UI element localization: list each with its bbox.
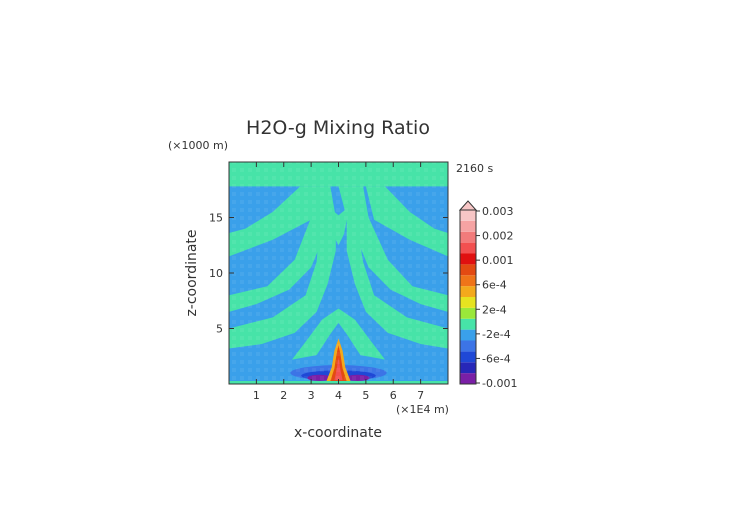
colorbar-segment: [460, 340, 476, 352]
colorbar-segment: [460, 362, 476, 374]
colorbar-segment: [460, 286, 476, 297]
colorbar-label: -0.001: [482, 377, 517, 390]
colorbar-segment: [460, 220, 476, 232]
chart-title: H2O-g Mixing Ratio: [246, 117, 430, 139]
colorbar-label: 0.002: [482, 230, 514, 243]
time-label: 2160 s: [456, 162, 493, 175]
colorbar-segment: [460, 231, 476, 243]
colorbar-extend-arrow: [458, 200, 478, 211]
x-axis-label: x-coordinate: [294, 425, 382, 441]
x-tick-label: 1: [253, 389, 260, 402]
colorbar-label: 0.001: [482, 254, 514, 267]
colorbar-label: -6e-4: [482, 352, 511, 365]
y-tick-label: 5: [216, 323, 223, 336]
y-tick-label: 10: [209, 267, 223, 280]
y-axis-label: z-coordinate: [184, 229, 200, 316]
colorbar-segment: [460, 373, 476, 384]
x-tick-label: 4: [335, 389, 342, 402]
colorbar-frame: [459, 209, 477, 385]
colorbar-segment: [460, 307, 476, 319]
x-tick-label: 5: [362, 389, 369, 402]
grid-texture: [229, 162, 448, 384]
x-tick-label: 2: [280, 389, 287, 402]
y-scale-label: (×1000 m): [168, 139, 228, 152]
colorbar-segment: [460, 253, 476, 265]
colorbar-label: 2e-4: [482, 303, 507, 316]
x-tick-label: 6: [390, 389, 397, 402]
colorbar: 0.003 0.002 0.001 6e-4 2e-4 -2e-4 -6e-4 -0.001: [458, 200, 517, 390]
colorbar-label: -2e-4: [482, 328, 511, 341]
y-tick-label: 15: [209, 212, 223, 225]
x-tick-label: 7: [417, 389, 424, 402]
plot-area: [229, 162, 448, 384]
x-tick-label: 3: [308, 389, 315, 402]
colorbar-segment: [460, 351, 476, 363]
x-scale-label: (×1E4 m): [396, 403, 449, 416]
colorbar-segment: [460, 242, 476, 254]
colorbar-segment: [460, 297, 476, 308]
colorbar-label: 0.003: [482, 205, 514, 218]
colorbar-segment: [460, 329, 476, 341]
colorbar-segment: [460, 318, 476, 330]
colorbar-segment: [460, 264, 476, 276]
colorbar-segment: [460, 210, 476, 221]
colorbar-label: 6e-4: [482, 279, 507, 292]
colorbar-segment: [460, 275, 476, 287]
